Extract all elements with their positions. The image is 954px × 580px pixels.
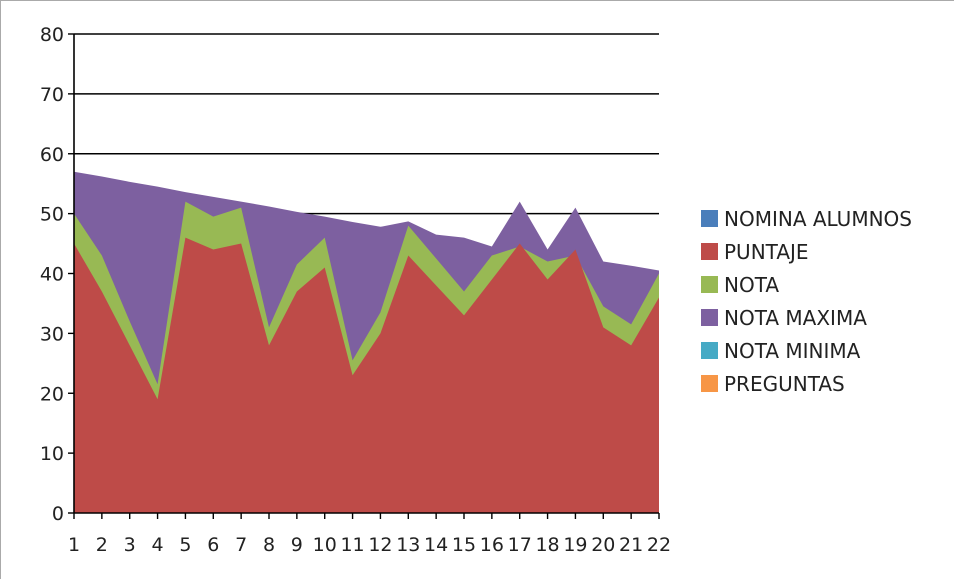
y-tick-label-80: 80: [40, 24, 64, 46]
x-tick-label-9: 9: [291, 534, 303, 556]
x-tick-labels: 1 2 3 4 5 6 7 8 9 10 11 12 13 14 15 16 17 18 19 20 21 22: [68, 534, 671, 556]
x-tick-label-18: 18: [535, 534, 559, 556]
legend-label-puntaje: PUNTAJE: [724, 239, 809, 264]
x-tick-label-22: 22: [647, 534, 671, 556]
y-tick-label-40: 40: [40, 264, 64, 286]
axes: [68, 33, 660, 519]
x-tick-label-3: 3: [124, 534, 136, 556]
y-tick-label-0: 0: [52, 503, 64, 525]
legend-swatch-nomina-alumnos: [701, 210, 718, 227]
legend-swatch-nota-minima: [701, 342, 718, 359]
legend-label-nomina-alumnos: NOMINA ALUMNOS: [724, 206, 912, 231]
x-tick-label-2: 2: [96, 534, 108, 556]
x-tick-label-10: 10: [313, 534, 337, 556]
x-tick-label-6: 6: [207, 534, 219, 556]
y-tick-label-60: 60: [40, 144, 64, 166]
x-tick-label-5: 5: [179, 534, 191, 556]
legend-label-nota: NOTA: [724, 272, 780, 297]
legend-item-nomina-alumnos: NOMINA ALUMNOS: [701, 202, 912, 235]
plot-areas: [74, 171, 659, 513]
y-tick-label-30: 30: [40, 323, 64, 345]
x-tick-label-11: 11: [340, 534, 364, 556]
legend-label-preguntas: PREGUNTAS: [724, 371, 845, 396]
x-tick-label-13: 13: [396, 534, 420, 556]
x-tick-label-20: 20: [591, 534, 615, 556]
legend-swatch-nota: [701, 276, 718, 293]
y-tick-label-50: 50: [40, 204, 64, 226]
x-tick-label-14: 14: [424, 534, 448, 556]
legend-item-nota-minima: NOTA MINIMA: [701, 334, 912, 367]
legend-item-puntaje: PUNTAJE: [701, 235, 912, 268]
x-tick-label-16: 16: [480, 534, 504, 556]
y-tick-label-20: 20: [40, 383, 64, 405]
y-tick-labels: 0 10 20 30 40 50 60 70 80: [40, 24, 64, 525]
legend-label-nota-minima: NOTA MINIMA: [724, 338, 861, 363]
area-puntaje: [74, 237, 659, 513]
legend-swatch-nota-maxima: [701, 309, 718, 326]
legend: NOMINA ALUMNOS PUNTAJE NOTA NOTA MAXIMA NOTA…: [701, 202, 912, 400]
y-tick-label-70: 70: [40, 84, 64, 106]
legend-swatch-preguntas: [701, 375, 718, 392]
x-tick-label-19: 19: [563, 534, 587, 556]
x-tick-label-1: 1: [68, 534, 80, 556]
x-tick-label-17: 17: [508, 534, 532, 556]
x-tick-label-21: 21: [619, 534, 643, 556]
x-tick-label-15: 15: [452, 534, 476, 556]
legend-item-preguntas: PREGUNTAS: [701, 367, 912, 400]
legend-label-nota-maxima: NOTA MAXIMA: [724, 305, 867, 330]
x-tick-label-7: 7: [235, 534, 247, 556]
legend-item-nota-maxima: NOTA MAXIMA: [701, 301, 912, 334]
x-tick-label-8: 8: [263, 534, 275, 556]
legend-swatch-puntaje: [701, 243, 718, 260]
y-tick-label-10: 10: [40, 443, 64, 465]
legend-item-nota: NOTA: [701, 268, 912, 301]
x-tick-label-4: 4: [152, 534, 164, 556]
x-tick-label-12: 12: [368, 534, 392, 556]
